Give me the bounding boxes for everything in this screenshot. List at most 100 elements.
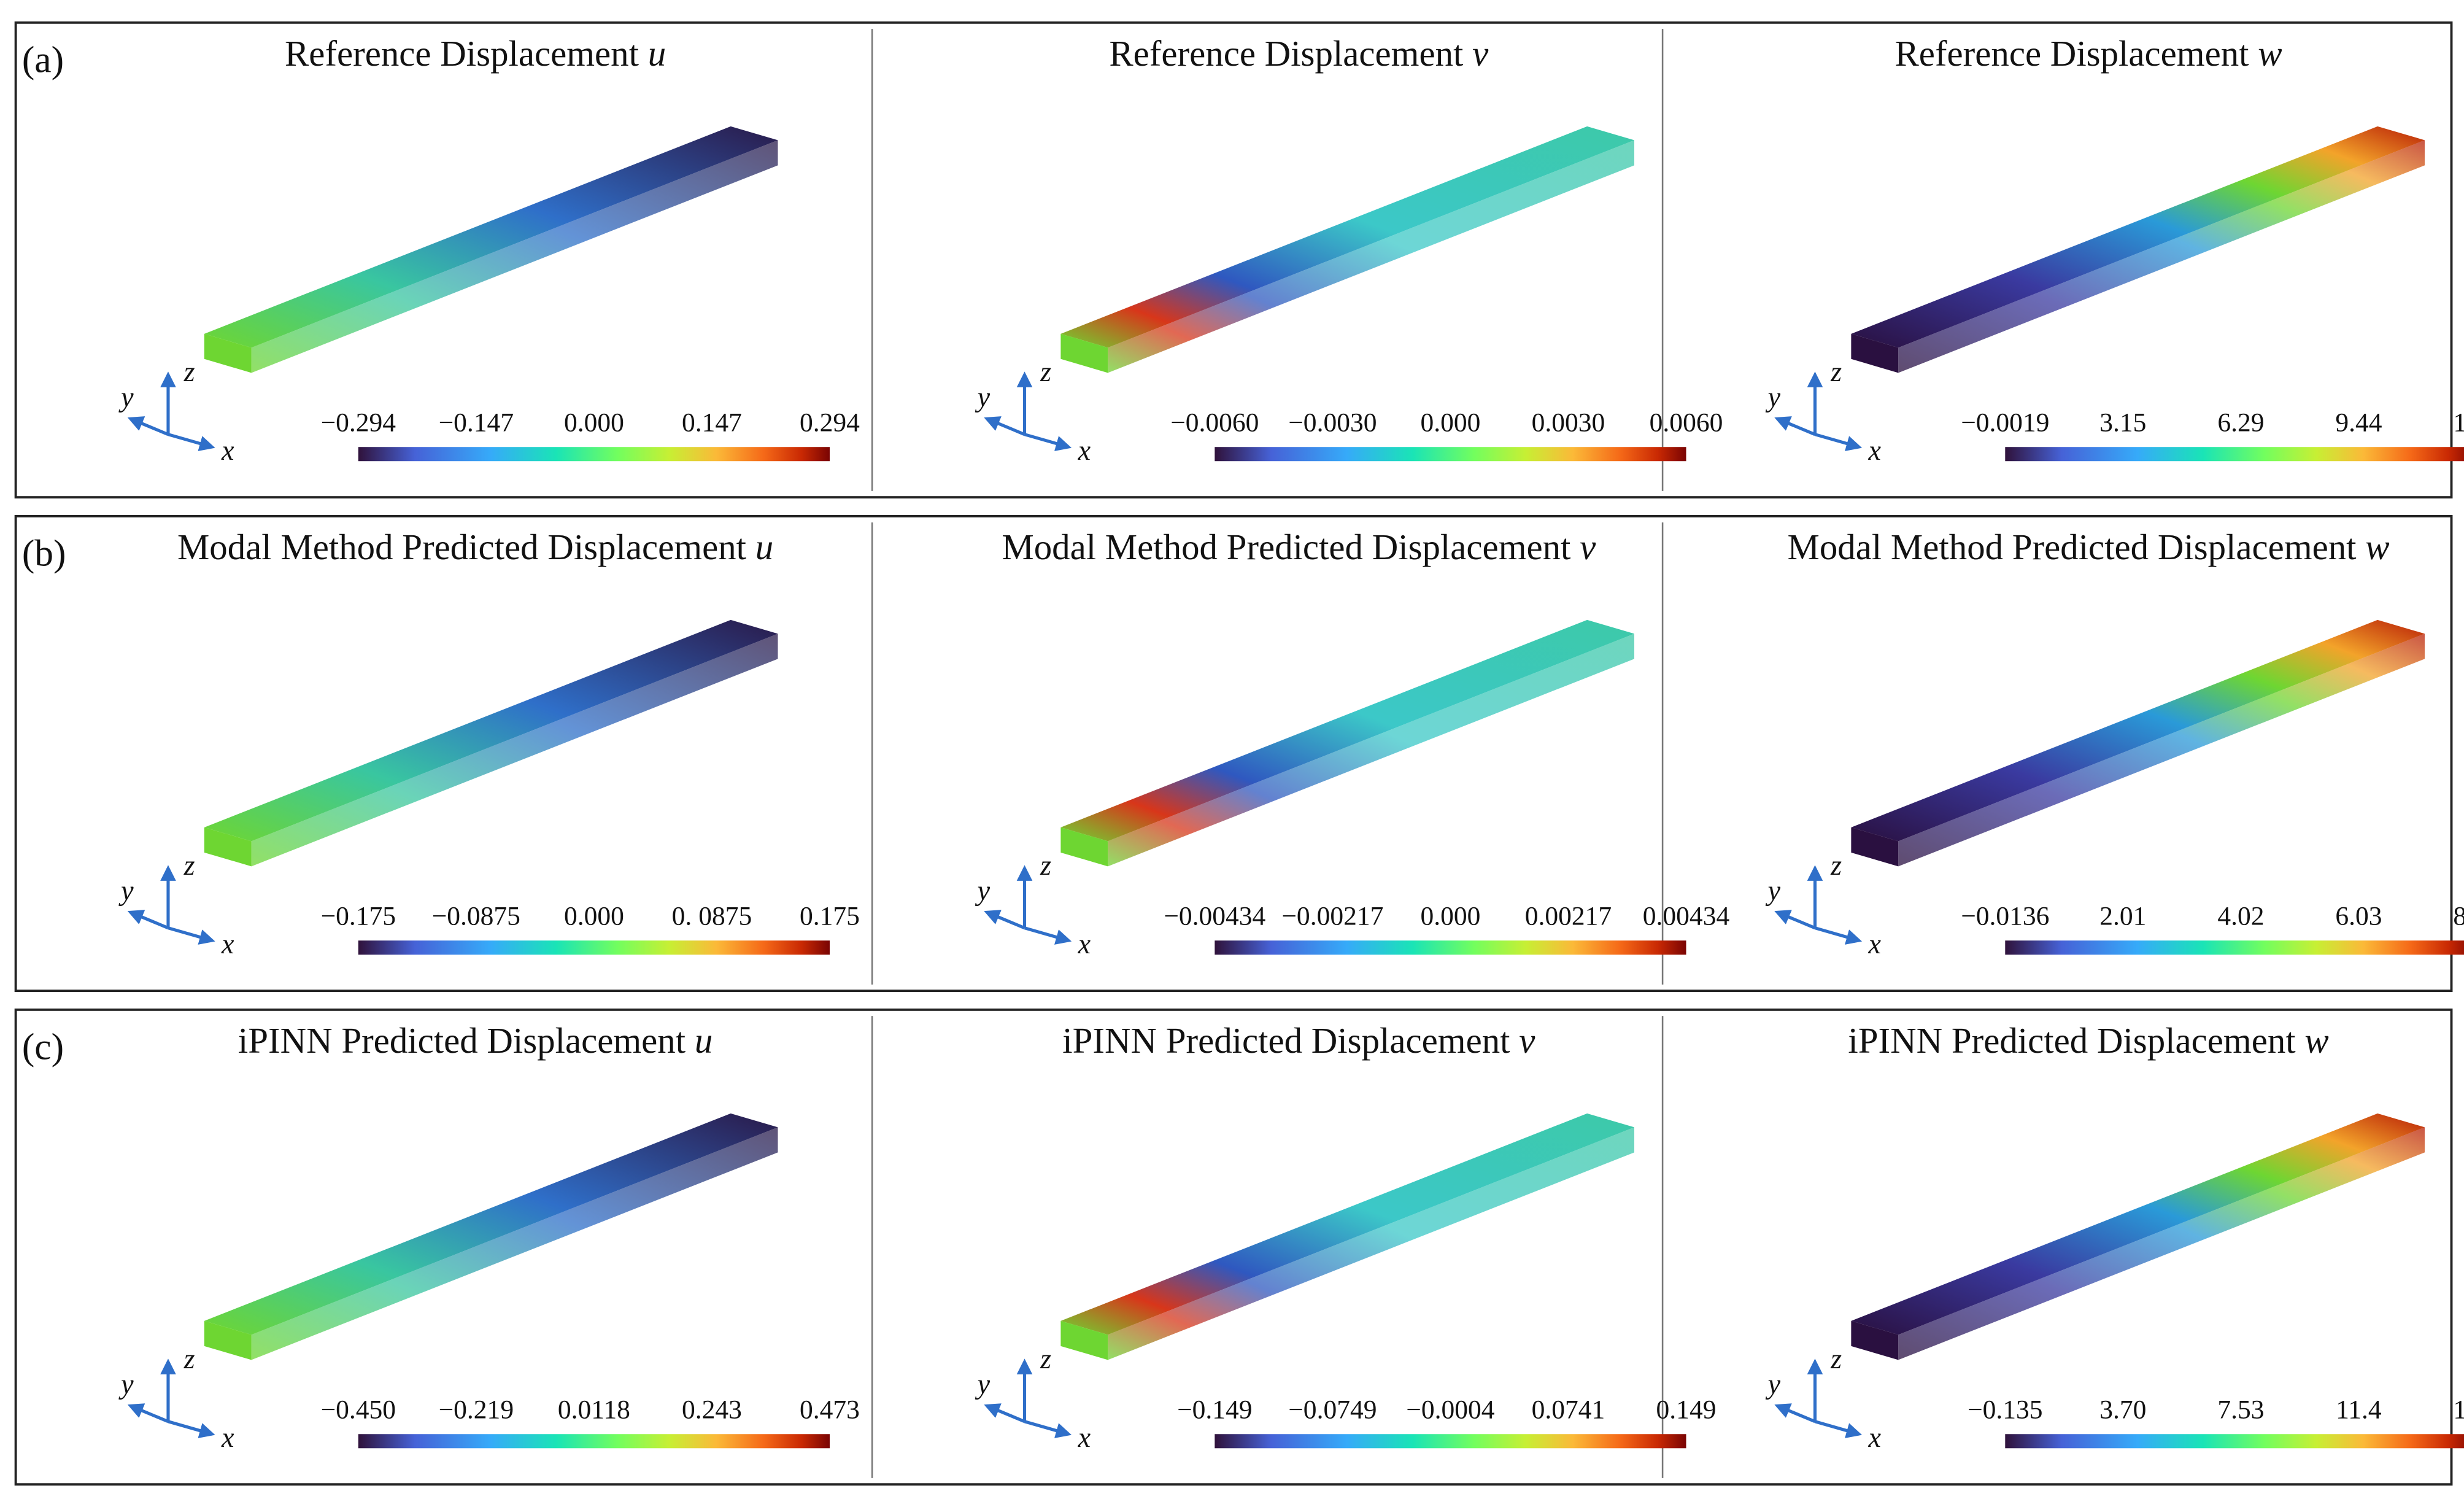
colorbar-tick-label: −0.0749: [1288, 1395, 1377, 1424]
colorbar-tick-label: −0.00434: [1164, 901, 1265, 931]
axis-arrow: [1024, 433, 1072, 451]
colorbar-tick-label: 15.2: [2453, 1395, 2464, 1424]
title-text: Modal Method Predicted Displacement: [1002, 527, 1571, 567]
colorbar-tick-label: −0.0060: [1170, 408, 1259, 437]
axis-label: y: [1766, 1368, 1781, 1400]
colorbar-tick-label: 6.03: [2335, 901, 2382, 931]
colorbar-tick-label: 0.243: [682, 1395, 742, 1424]
axis-label: z: [183, 1343, 195, 1374]
beam-side: [251, 633, 778, 867]
axis-label: z: [1040, 356, 1051, 387]
colorbar-tick-label: 0.00217: [1525, 901, 1612, 931]
axis-arrow: [984, 910, 1025, 930]
axis-arrow: [1774, 910, 1816, 930]
panel-title: Modal Method Predicted Displacement v: [1002, 527, 1596, 567]
colorbar-tick-label: 3.70: [2099, 1395, 2146, 1424]
colorbar-tick-label: −0.0875: [432, 901, 520, 931]
axis-label: y: [1766, 381, 1781, 413]
beam-side: [1108, 1127, 1635, 1360]
title-variable: u: [695, 1021, 713, 1061]
title-text: iPINN Predicted Displacement: [238, 1021, 686, 1061]
axis-arrow: [168, 433, 215, 451]
colorbar-tick-label: 2.01: [2099, 901, 2146, 931]
colorbar-tick-label: 6.29: [2217, 408, 2264, 437]
row-label: (c): [22, 1026, 64, 1068]
axis-label: x: [1078, 928, 1091, 959]
title-text: Reference Displacement: [1895, 34, 2250, 74]
panel-title: Reference Displacement u: [285, 34, 666, 74]
axis-arrow: [984, 416, 1025, 436]
title-text: Reference Displacement: [285, 34, 639, 74]
colorbar-tick-label: −0.0030: [1288, 408, 1377, 437]
row-frame: [14, 21, 2453, 499]
colorbar-tick-label: 0.0118: [558, 1395, 630, 1424]
beam-side: [1898, 140, 2425, 373]
beam-end: [1060, 827, 1108, 867]
colorbar: [2005, 447, 2464, 462]
beam-top: [1060, 126, 1635, 348]
panel: Reference Displacement w z x y −0.0019 3.15 6.…: [1766, 34, 2464, 466]
colorbar-tick-label: 0.473: [800, 1395, 860, 1424]
colorbar-tick-label: −0.149: [1177, 1395, 1252, 1424]
panel: Modal Method Predicted Displacement u z x y…: [118, 527, 860, 959]
axis-label: z: [1830, 356, 1842, 387]
panel: Reference Displacement v z x y −0.0060 −0.003…: [975, 34, 1723, 466]
panel: Modal Method Predicted Displacement v z x y…: [975, 527, 1730, 959]
title-variable: u: [755, 527, 773, 567]
axis-arrow: [1024, 926, 1072, 945]
panel: iPINN Predicted Displacement w z x y −0.135 3…: [1766, 1021, 2464, 1453]
colorbar-tick-label: −0.135: [1968, 1395, 2042, 1424]
row-label: (b): [22, 533, 66, 575]
beam-top: [204, 619, 778, 842]
axis-label: z: [1830, 1343, 1842, 1374]
beam-side: [1108, 633, 1635, 867]
beam-end: [1060, 1320, 1108, 1360]
colorbar: [1215, 940, 1686, 955]
colorbar-tick-label: 0.147: [682, 408, 742, 437]
colorbar-tick-label: 0.00434: [1643, 901, 1730, 931]
colorbar-tick-label: 0. 0875: [672, 901, 752, 931]
beam-end: [204, 827, 252, 867]
beam-top: [1851, 619, 2425, 842]
panel-title: Modal Method Predicted Displacement w: [1787, 527, 2389, 567]
beam-top: [204, 126, 778, 348]
axis-arrow: [1814, 433, 1863, 451]
colorbar-tick-label: 0.0741: [1532, 1395, 1605, 1424]
axis-label: z: [183, 356, 195, 387]
colorbar-tick-label: −0.147: [439, 408, 514, 437]
axis-label: x: [1078, 1422, 1091, 1453]
beam-top: [1060, 1113, 1635, 1335]
beam-top: [1060, 619, 1635, 842]
colorbar-tick-label: 0.0060: [1650, 408, 1723, 437]
row-frame: [14, 514, 2453, 993]
colorbar-tick-label: −0.0019: [1961, 408, 2049, 437]
axis-arrow: [1814, 926, 1863, 945]
beam-side: [251, 1127, 778, 1360]
colorbar: [358, 940, 830, 955]
colorbar: [358, 1434, 830, 1449]
colorbar: [2005, 940, 2464, 955]
colorbar-tick-label: 0.175: [800, 901, 860, 931]
title-variable: u: [648, 34, 666, 74]
beam-end: [1060, 333, 1108, 373]
beam-end: [1851, 333, 1899, 373]
axis-arrow: [1774, 1403, 1816, 1424]
title-text: iPINN Predicted Displacement: [1848, 1021, 2296, 1061]
title-variable: v: [1580, 527, 1596, 567]
axis-label: x: [1868, 435, 1882, 466]
colorbar-tick-label: 0.000: [1420, 408, 1480, 437]
axis-label: y: [118, 875, 134, 906]
title-variable: v: [1472, 34, 1489, 74]
axis-label: x: [221, 1422, 234, 1453]
colorbar-tick-label: 0.000: [564, 408, 624, 437]
panel-title: iPINN Predicted Displacement v: [1062, 1021, 1535, 1061]
beam-end: [1851, 1320, 1899, 1360]
colorbar-tick-label: 0.000: [1420, 901, 1480, 931]
beam-side: [1108, 140, 1635, 373]
axis-arrow: [1024, 1420, 1072, 1438]
row-frame: [14, 1008, 2453, 1486]
panel: Reference Displacement u z x y −0.294 −0.147 0…: [118, 34, 860, 466]
title-text: Reference Displacement: [1109, 34, 1464, 74]
axis-label: x: [1868, 928, 1882, 959]
